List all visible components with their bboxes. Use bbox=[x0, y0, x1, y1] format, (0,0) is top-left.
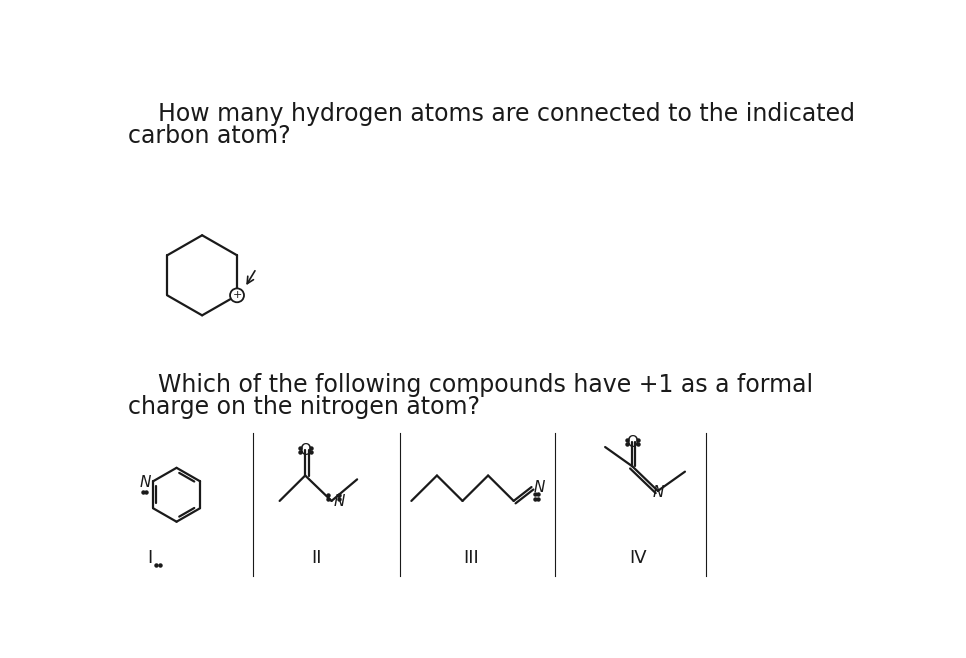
Text: +: + bbox=[233, 290, 242, 300]
Text: carbon atom?: carbon atom? bbox=[128, 124, 291, 147]
Text: Which of the following compounds have +1 as a formal: Which of the following compounds have +1… bbox=[128, 373, 813, 397]
Text: I: I bbox=[148, 549, 153, 567]
Circle shape bbox=[230, 288, 244, 302]
Text: II: II bbox=[312, 549, 322, 567]
Text: III: III bbox=[463, 549, 479, 567]
Text: N: N bbox=[139, 474, 151, 490]
Text: O: O bbox=[299, 443, 311, 457]
Text: How many hydrogen atoms are connected to the indicated: How many hydrogen atoms are connected to… bbox=[128, 102, 856, 126]
Text: O: O bbox=[626, 435, 639, 450]
Text: N: N bbox=[333, 494, 345, 509]
Text: charge on the nitrogen atom?: charge on the nitrogen atom? bbox=[128, 395, 480, 418]
Text: N: N bbox=[652, 485, 664, 500]
Text: N: N bbox=[534, 480, 545, 495]
Text: IV: IV bbox=[629, 549, 646, 567]
